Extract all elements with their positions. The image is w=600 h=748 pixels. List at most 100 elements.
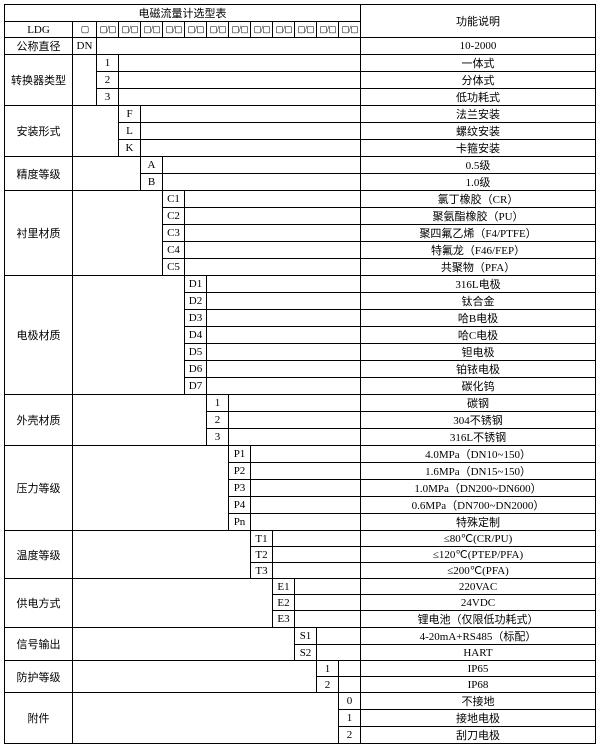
electrode-code-5: D6 <box>185 361 207 378</box>
accessory-code-2: 2 <box>339 727 361 744</box>
accessory-label: 附件 <box>5 693 73 744</box>
lining-desc-2: 聚四氟乙烯（F4/PTFE） <box>361 225 596 242</box>
electrode-desc-0: 316L电极 <box>361 276 596 293</box>
temperature-label: 温度等级 <box>5 531 73 579</box>
lining-desc-1: 聚氨酯橡胶（PU） <box>361 208 596 225</box>
pressure-desc-2: 1.0MPa（DN200~DN600） <box>361 480 596 497</box>
converter-code-0: 1 <box>97 55 119 72</box>
accessory-desc-1: 接地电极 <box>361 710 596 727</box>
accessory-code-1: 1 <box>339 710 361 727</box>
electrode-code-0: D1 <box>185 276 207 293</box>
signal-code-1: S2 <box>295 645 317 661</box>
power-code-1: E2 <box>273 595 295 611</box>
signal-desc-0: 4-20mA+RS485（标配） <box>361 628 596 645</box>
lining-desc-4: 共聚物（PFA） <box>361 259 596 276</box>
pattern-c2: ▢/▢ <box>119 22 141 38</box>
nominal-gap <box>97 38 361 55</box>
lining-desc-3: 特氟龙（F46/FEP） <box>361 242 596 259</box>
accessory-desc-0: 不接地 <box>361 693 596 710</box>
signal-label: 信号输出 <box>5 628 73 661</box>
power-code-0: E1 <box>273 579 295 595</box>
lining-code-3: C4 <box>163 242 185 259</box>
power-code-2: E3 <box>273 611 295 628</box>
nominal-row: 公称直径 DN 10-2000 <box>5 38 596 55</box>
pattern-c10: ▢/▢ <box>295 22 317 38</box>
housing-desc-2: 316L不锈钢 <box>361 429 596 446</box>
protection-desc-1: IP68 <box>361 677 596 693</box>
header-row-1: 电磁流量计选型表 功能说明 <box>5 5 596 22</box>
converter-desc-2: 低功耗式 <box>361 89 596 106</box>
pressure-code-0: P1 <box>229 446 251 463</box>
signal-desc-1: HART <box>361 645 596 661</box>
housing-label: 外壳材质 <box>5 395 73 446</box>
power-desc-1: 24VDC <box>361 595 596 611</box>
pattern-c5: ▢/▢ <box>185 22 207 38</box>
housing-desc-1: 304不锈钢 <box>361 412 596 429</box>
housing-code-1: 2 <box>207 412 229 429</box>
temperature-code-1: T2 <box>251 547 273 563</box>
nominal-desc: 10-2000 <box>361 38 596 55</box>
temperature-code-0: T1 <box>251 531 273 547</box>
electrode-code-4: D5 <box>185 344 207 361</box>
pressure-label: 压力等级 <box>5 446 73 531</box>
electrode-code-1: D2 <box>185 293 207 310</box>
power-desc-0: 220VAC <box>361 579 596 595</box>
lining-code-1: C2 <box>163 208 185 225</box>
accuracy-desc-1: 1.0级 <box>361 174 596 191</box>
pressure-code-2: P3 <box>229 480 251 497</box>
accuracy-desc-0: 0.5级 <box>361 157 596 174</box>
electrode-desc-1: 钛合金 <box>361 293 596 310</box>
nominal-label: 公称直径 <box>5 38 73 55</box>
power-desc-2: 锂电池（仅限低功耗式） <box>361 611 596 628</box>
electrode-code-6: D7 <box>185 378 207 395</box>
protection-label: 防护等级 <box>5 661 73 693</box>
electrode-code-2: D3 <box>185 310 207 327</box>
protection-code-0: 1 <box>317 661 339 677</box>
protection-desc-0: IP65 <box>361 661 596 677</box>
pressure-desc-0: 4.0MPa（DN10~150） <box>361 446 596 463</box>
install-desc-0: 法兰安装 <box>361 106 596 123</box>
pressure-code-4: Pn <box>229 514 251 531</box>
protection-code-1: 2 <box>317 677 339 693</box>
temperature-desc-2: ≤200℃(PFA) <box>361 563 596 579</box>
pressure-code-3: P4 <box>229 497 251 514</box>
lining-desc-0: 氯丁橡胶（CR） <box>361 191 596 208</box>
nominal-code: DN <box>73 38 97 55</box>
electrode-desc-5: 铂铱电极 <box>361 361 596 378</box>
converter-label: 转换器类型 <box>5 55 73 106</box>
install-desc-2: 卡箍安装 <box>361 140 596 157</box>
converter-code-1: 2 <box>97 72 119 89</box>
accuracy-label: 精度等级 <box>5 157 73 191</box>
pattern-c11: ▢/▢ <box>317 22 339 38</box>
accuracy-code-1: B <box>141 174 163 191</box>
install-code-2: K <box>119 140 141 157</box>
electrode-desc-2: 哈B电极 <box>361 310 596 327</box>
install-code-1: L <box>119 123 141 140</box>
pressure-desc-1: 1.6MPa（DN15~150） <box>361 463 596 480</box>
pattern-c4: ▢/▢ <box>163 22 185 38</box>
housing-desc-0: 碳钢 <box>361 395 596 412</box>
install-label: 安装形式 <box>5 106 73 157</box>
temperature-code-2: T3 <box>251 563 273 579</box>
pattern-c3: ▢/▢ <box>141 22 163 38</box>
lining-code-2: C3 <box>163 225 185 242</box>
accessory-code-0: 0 <box>339 693 361 710</box>
signal-code-0: S1 <box>295 628 317 645</box>
converter-desc-1: 分体式 <box>361 72 596 89</box>
temperature-desc-1: ≤120℃(PTEP/PFA) <box>361 547 596 563</box>
housing-code-0: 1 <box>207 395 229 412</box>
electrode-code-3: D4 <box>185 327 207 344</box>
pattern-c7: ▢/▢ <box>229 22 251 38</box>
pattern-c1: ▢/▢ <box>97 22 119 38</box>
pattern-dn: ▢ <box>73 22 97 38</box>
pressure-desc-4: 特殊定制 <box>361 514 596 531</box>
pressure-desc-3: 0.6MPa（DN700~DN2000） <box>361 497 596 514</box>
install-code-0: F <box>119 106 141 123</box>
converter-desc-0: 一体式 <box>361 55 596 72</box>
pattern-c8: ▢/▢ <box>251 22 273 38</box>
lining-code-4: C5 <box>163 259 185 276</box>
lining-code-0: C1 <box>163 191 185 208</box>
electrode-desc-4: 钽电极 <box>361 344 596 361</box>
pattern-c9: ▢/▢ <box>273 22 295 38</box>
pattern-c6: ▢/▢ <box>207 22 229 38</box>
